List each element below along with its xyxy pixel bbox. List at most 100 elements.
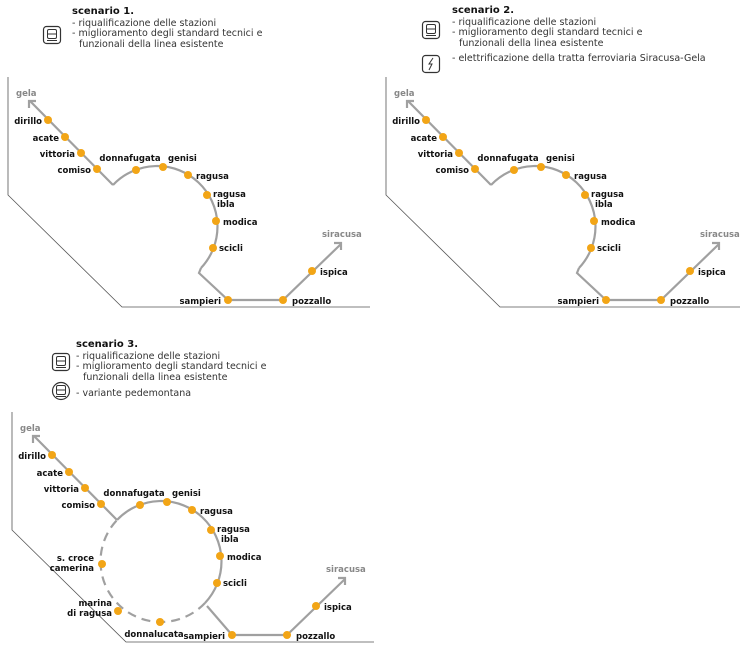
legend-item: - miglioramento degli standard tecnici e [72, 28, 263, 39]
scenario-1-map: gela siracusa dirillo acate vittoria comiso do… [7, 77, 370, 308]
scenario-2-legend: scenario 2. - riqualificazione delle sta… [452, 5, 706, 65]
station-label: ragusa [200, 507, 233, 517]
lightning-icon [421, 54, 441, 74]
station-dot [163, 498, 171, 506]
station-dot [510, 166, 518, 174]
scenario-1-legend: scenario 1. - riqualificazione delle sta… [72, 6, 263, 50]
variant-station-label-line: s. croce [57, 554, 94, 564]
variant-station-label-line: di ragusa [67, 609, 112, 619]
scenario-title: scenario 3. [76, 339, 138, 350]
station-label-line: modica [223, 218, 258, 228]
station-dot [422, 116, 430, 124]
scenario-title: scenario 1. [72, 6, 134, 17]
station-dot [77, 149, 85, 157]
station-dot [48, 451, 56, 459]
station-dot [97, 500, 105, 508]
arrow-siracusa-icon [334, 241, 343, 250]
variant-line-dashed [99, 519, 206, 624]
station-label: acate [37, 469, 64, 479]
station-dot [562, 171, 570, 179]
station-label-line: ibla [221, 535, 239, 545]
station-label: modica [601, 218, 636, 228]
map-frame [7, 77, 370, 308]
station-dot [657, 296, 665, 304]
variant-station-dot [114, 607, 122, 615]
station-dot [471, 165, 479, 173]
train-station-icon [42, 25, 62, 45]
station-label-line: ragusa [217, 525, 250, 535]
variant-station-label-line: camerina [50, 564, 95, 574]
variant-station-label: marina di ragusa [67, 599, 112, 619]
station-label-line: scicli [223, 579, 247, 589]
variant-station-label-line: marina [79, 599, 113, 609]
station-label: scicli [219, 244, 243, 254]
legend-item: funzionali della linea esistente [459, 37, 604, 49]
station-dot [439, 133, 447, 141]
station-label: comiso [435, 166, 469, 176]
station-label-line: ispica [320, 268, 348, 278]
station-label: pozzallo [670, 297, 709, 307]
station-dot [81, 484, 89, 492]
legend-item: - elettrificazione della tratta ferrovia… [452, 53, 706, 64]
legend-item: - riqualificazione delle stazioni [452, 16, 597, 28]
station-label: dirillo [392, 117, 420, 127]
station-label: pozzallo [296, 632, 335, 642]
station-label-line: scicli [597, 244, 621, 254]
terminus-gela: gela [394, 89, 415, 99]
station-label: vittoria [418, 150, 454, 160]
station-label-line: ragusa [196, 172, 229, 182]
station-label-line: donnafugata [477, 154, 538, 164]
station-dot [228, 631, 236, 639]
station-label: dirillo [18, 452, 46, 462]
station-label: ragusa [196, 172, 229, 182]
arrow-siracusa-icon [338, 576, 347, 585]
scenario-3-map: gela siracusa dirillo acate vittoria comiso do… [11, 412, 374, 643]
station-label: modica [223, 218, 258, 228]
legend-item: - variante pedemontana [76, 388, 192, 399]
station-label: ispica [698, 268, 726, 278]
station-label: dirillo [14, 117, 42, 127]
train-station-icon [421, 20, 441, 40]
station-label: ragusa [574, 172, 607, 182]
station-dot [159, 163, 167, 171]
station-dot [93, 165, 101, 173]
station-label-line: scicli [219, 244, 243, 254]
variant-station-label: s. croce camerina [50, 554, 95, 574]
station-label: pozzallo [292, 297, 331, 307]
station-dot [61, 133, 69, 141]
legend-item: funzionali della linea esistente [83, 371, 228, 383]
station-label-line: modica [227, 553, 262, 563]
station-dot [207, 526, 215, 534]
station-label: comiso [61, 501, 95, 511]
station-dot [203, 191, 211, 199]
station-label-line: ibla [217, 200, 235, 210]
station-label: ispica [320, 268, 348, 278]
station-label: vittoria [44, 485, 80, 495]
station-dot [308, 267, 316, 275]
station-label-line: comiso [435, 166, 469, 176]
station-label-line: sampieri [179, 297, 221, 307]
terminus-gela: gela [20, 424, 41, 434]
station-label-line: vittoria [418, 150, 454, 160]
arrow-siracusa-icon [712, 241, 721, 250]
station-label-line: genisi [172, 489, 201, 499]
station-label-line: acate [33, 134, 60, 144]
station-dot [224, 296, 232, 304]
scenario-3-legend: scenario 3. - riqualificazione delle sta… [76, 339, 266, 400]
station-dot [216, 552, 224, 560]
station-label: scicli [223, 579, 247, 589]
variant-station-dot [98, 560, 106, 568]
map-frame [11, 412, 374, 643]
station-label-line: comiso [57, 166, 91, 176]
station-label-line: ibla [595, 200, 613, 210]
station-dot [65, 468, 73, 476]
station-label: comiso [57, 166, 91, 176]
station-dot [581, 191, 589, 199]
train-circle-icon [51, 381, 71, 401]
station-label: acate [411, 134, 438, 144]
station-dot [455, 149, 463, 157]
station-label-line: ragusa [200, 507, 233, 517]
terminus-siracusa: siracusa [326, 565, 366, 575]
station-dot [132, 166, 140, 174]
